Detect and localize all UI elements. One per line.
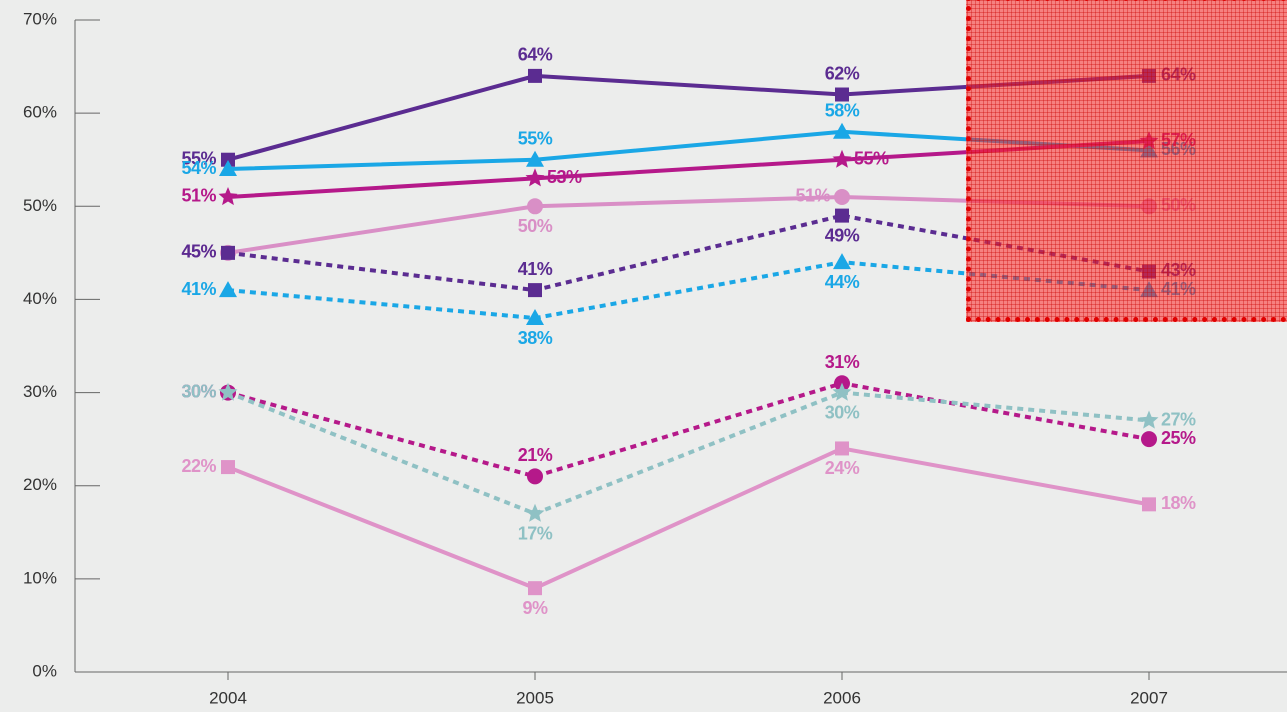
marker bbox=[835, 441, 849, 456]
value-label: 51% bbox=[795, 186, 830, 206]
value-label: 55% bbox=[181, 148, 216, 168]
value-label: 50% bbox=[518, 216, 553, 236]
value-label: 17% bbox=[518, 523, 553, 543]
marker bbox=[833, 122, 851, 139]
marker bbox=[833, 253, 851, 270]
marker bbox=[219, 281, 237, 298]
value-label: 53% bbox=[547, 167, 582, 187]
value-label: 25% bbox=[1161, 428, 1196, 448]
y-tick-label: 40% bbox=[23, 289, 57, 308]
marker bbox=[1142, 497, 1156, 512]
x-tick-label: 2007 bbox=[1130, 688, 1168, 707]
value-label: 45% bbox=[181, 242, 216, 262]
y-tick-label: 10% bbox=[23, 568, 57, 587]
value-label: 64% bbox=[518, 45, 553, 65]
y-tick-label: 20% bbox=[23, 475, 57, 494]
marker bbox=[832, 149, 852, 168]
value-label: 9% bbox=[522, 598, 548, 618]
marker bbox=[526, 309, 544, 326]
value-label: 55% bbox=[518, 128, 553, 148]
series-line bbox=[227, 446, 1150, 591]
marker bbox=[528, 581, 542, 596]
marker bbox=[1141, 431, 1157, 448]
x-tick-label: 2004 bbox=[209, 688, 247, 707]
marker bbox=[221, 245, 235, 260]
marker bbox=[528, 283, 542, 298]
marker bbox=[218, 382, 238, 401]
marker bbox=[835, 208, 849, 223]
highlight-overlay bbox=[966, 0, 1287, 322]
marker bbox=[221, 152, 235, 167]
value-label: 41% bbox=[518, 259, 553, 279]
x-tick-label: 2006 bbox=[823, 688, 861, 707]
marker bbox=[527, 468, 543, 485]
marker bbox=[526, 150, 544, 167]
value-label: 22% bbox=[181, 456, 216, 476]
series-line bbox=[227, 381, 1150, 479]
series-line bbox=[227, 390, 1150, 516]
marker bbox=[835, 87, 849, 102]
value-label: 49% bbox=[825, 225, 860, 245]
value-label: 30% bbox=[181, 381, 216, 401]
marker bbox=[221, 460, 235, 475]
value-label: 41% bbox=[181, 279, 216, 299]
marker bbox=[525, 503, 545, 522]
value-label: 18% bbox=[1161, 493, 1196, 513]
marker bbox=[1139, 410, 1159, 429]
marker bbox=[219, 160, 237, 177]
value-label: 62% bbox=[825, 63, 860, 83]
value-label: 21% bbox=[518, 445, 553, 465]
value-label: 24% bbox=[825, 458, 860, 478]
marker bbox=[218, 187, 238, 206]
x-tick-label: 2005 bbox=[516, 688, 554, 707]
y-tick-label: 0% bbox=[32, 661, 57, 680]
marker bbox=[834, 188, 850, 205]
marker bbox=[525, 168, 545, 187]
y-tick-label: 60% bbox=[23, 103, 57, 122]
value-label: 44% bbox=[825, 272, 860, 292]
y-tick-label: 50% bbox=[23, 196, 57, 215]
value-label: 51% bbox=[181, 186, 216, 206]
marker bbox=[527, 198, 543, 215]
value-label: 58% bbox=[825, 101, 860, 121]
marker bbox=[832, 382, 852, 401]
value-label: 31% bbox=[825, 352, 860, 372]
value-label: 27% bbox=[1161, 409, 1196, 429]
marker bbox=[528, 68, 542, 83]
y-tick-label: 70% bbox=[23, 9, 57, 28]
value-label: 54% bbox=[181, 158, 216, 178]
value-label: 45% bbox=[181, 242, 216, 262]
y-tick-label: 30% bbox=[23, 382, 57, 401]
value-label: 38% bbox=[518, 328, 553, 348]
value-label: 30% bbox=[825, 402, 860, 422]
value-label: 55% bbox=[854, 148, 889, 168]
value-label: 30% bbox=[181, 381, 216, 401]
